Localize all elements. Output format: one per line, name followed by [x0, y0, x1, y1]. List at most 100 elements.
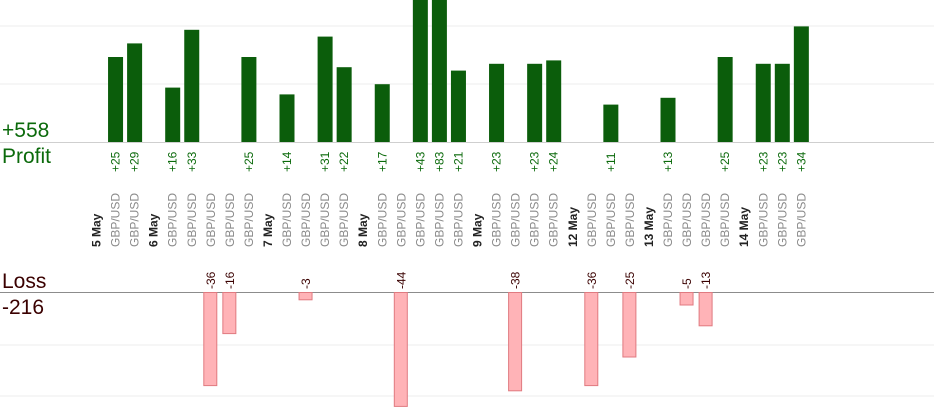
pair-label: GBP/USD — [394, 193, 408, 247]
profit-bar — [108, 57, 124, 142]
pair-label: GBP/USD — [318, 193, 332, 247]
loss-value-label: -36 — [585, 271, 599, 289]
loss-bar — [508, 292, 523, 392]
profit-bar — [374, 84, 390, 142]
loss-value-label: -44 — [394, 271, 408, 289]
pair-label: GBP/USD — [299, 193, 313, 247]
profit-label: Profit — [2, 145, 52, 168]
loss-value-label: -16 — [223, 271, 237, 289]
pair-label: GBP/USD — [128, 193, 142, 247]
pair-label: GBP/USD — [242, 193, 256, 247]
loss-label: Loss — [2, 270, 47, 293]
pair-label: GBP/USD — [413, 193, 427, 247]
pair-label: GBP/USD — [109, 193, 123, 247]
loss-value-label: -36 — [204, 271, 218, 289]
profit-bar — [755, 63, 771, 142]
profit-value-label: +33 — [185, 151, 199, 172]
profit-bar — [317, 36, 333, 142]
day-label: 14 May — [737, 207, 751, 247]
day-label: 5 May — [90, 213, 104, 247]
profit-bar — [431, 0, 447, 142]
profit-value-label: +11 — [604, 152, 618, 172]
profit-value-label: +22 — [337, 151, 351, 172]
profit-value-label: +24 — [547, 151, 561, 172]
loss-bar — [622, 292, 637, 358]
pair-label: GBP/USD — [661, 193, 675, 247]
pair-label: GBP/USD — [185, 193, 199, 247]
pair-label: GBP/USD — [756, 193, 770, 247]
day-label: 7 May — [261, 213, 275, 247]
profit-bar — [336, 67, 352, 142]
profit-bar — [165, 87, 181, 142]
bar-labels: 5 May GBP/USD +25 GBP/USD +29 6 May GBP/USD +16… — [90, 151, 809, 289]
pair-label: GBP/USD — [623, 193, 637, 247]
pair-label: GBP/USD — [280, 193, 294, 247]
profit-bar — [774, 63, 790, 142]
profit-value-label: +23 — [775, 151, 789, 172]
profit-value-label: +23 — [490, 151, 504, 172]
profit-value-label: +17 — [375, 151, 389, 172]
pair-label: GBP/USD — [604, 193, 618, 247]
pair-label: GBP/USD — [794, 193, 808, 247]
profit-value-label: +25 — [718, 151, 732, 172]
profit-value-label: +13 — [661, 151, 675, 172]
profit-bar — [603, 104, 619, 142]
profit-bar — [127, 43, 143, 142]
loss-bar — [203, 292, 218, 387]
profit-value-label: +16 — [166, 151, 180, 172]
pair-label: GBP/USD — [680, 193, 694, 247]
loss-bar — [298, 292, 313, 301]
profit-bar — [717, 57, 733, 142]
loss-value-label: -13 — [699, 271, 713, 289]
loss-bar — [679, 292, 694, 306]
profit-value-label: +25 — [109, 151, 123, 172]
profit-value-label: +34 — [794, 151, 808, 172]
pair-label: GBP/USD — [509, 193, 523, 247]
loss-total: -216 — [2, 296, 45, 319]
loss-value-label: -25 — [623, 271, 637, 289]
loss-value-label: -38 — [509, 271, 523, 289]
pair-label: GBP/USD — [775, 193, 789, 247]
profit-value-label: +29 — [128, 151, 142, 172]
loss-bar — [393, 292, 408, 407]
pair-label: GBP/USD — [528, 193, 542, 247]
pair-label: GBP/USD — [432, 193, 446, 247]
profit-bar — [450, 70, 466, 142]
pair-label: GBP/USD — [223, 193, 237, 247]
pair-label: GBP/USD — [375, 193, 389, 247]
profit-bar — [489, 63, 505, 142]
day-label: 9 May — [471, 213, 485, 247]
profit-bar — [241, 57, 257, 142]
bar-series — [108, 0, 809, 407]
profit-value-label: +23 — [528, 151, 542, 172]
day-label: 12 May — [566, 207, 580, 247]
profit-total: +558 — [2, 119, 50, 142]
profit-value-label: +23 — [756, 151, 770, 172]
pair-label: GBP/USD — [585, 193, 599, 247]
pair-label: GBP/USD — [204, 193, 218, 247]
loss-value-label: -5 — [680, 278, 694, 289]
profit-bar — [412, 0, 428, 142]
profit-value-label: +14 — [280, 151, 294, 172]
profit-value-label: +31 — [318, 151, 332, 172]
pair-label: GBP/USD — [451, 193, 465, 247]
pair-label: GBP/USD — [337, 193, 351, 247]
baselines — [0, 142, 934, 293]
pair-label: GBP/USD — [547, 193, 561, 247]
profit-bar — [546, 60, 562, 142]
profit-bar — [660, 97, 676, 142]
profit-value-label: +43 — [413, 151, 427, 172]
pair-label: GBP/USD — [699, 193, 713, 247]
profit-bar — [184, 29, 200, 142]
day-label: 6 May — [147, 213, 161, 247]
loss-bar — [698, 292, 713, 327]
profit-value-label: +25 — [242, 151, 256, 172]
pair-label: GBP/USD — [718, 193, 732, 247]
profit-value-label: +83 — [432, 151, 446, 172]
profit-bar — [793, 26, 809, 142]
loss-value-label: -3 — [299, 278, 313, 289]
profit-bar — [279, 94, 295, 142]
day-label: 13 May — [642, 207, 656, 247]
profit-value-label: +21 — [451, 151, 465, 172]
